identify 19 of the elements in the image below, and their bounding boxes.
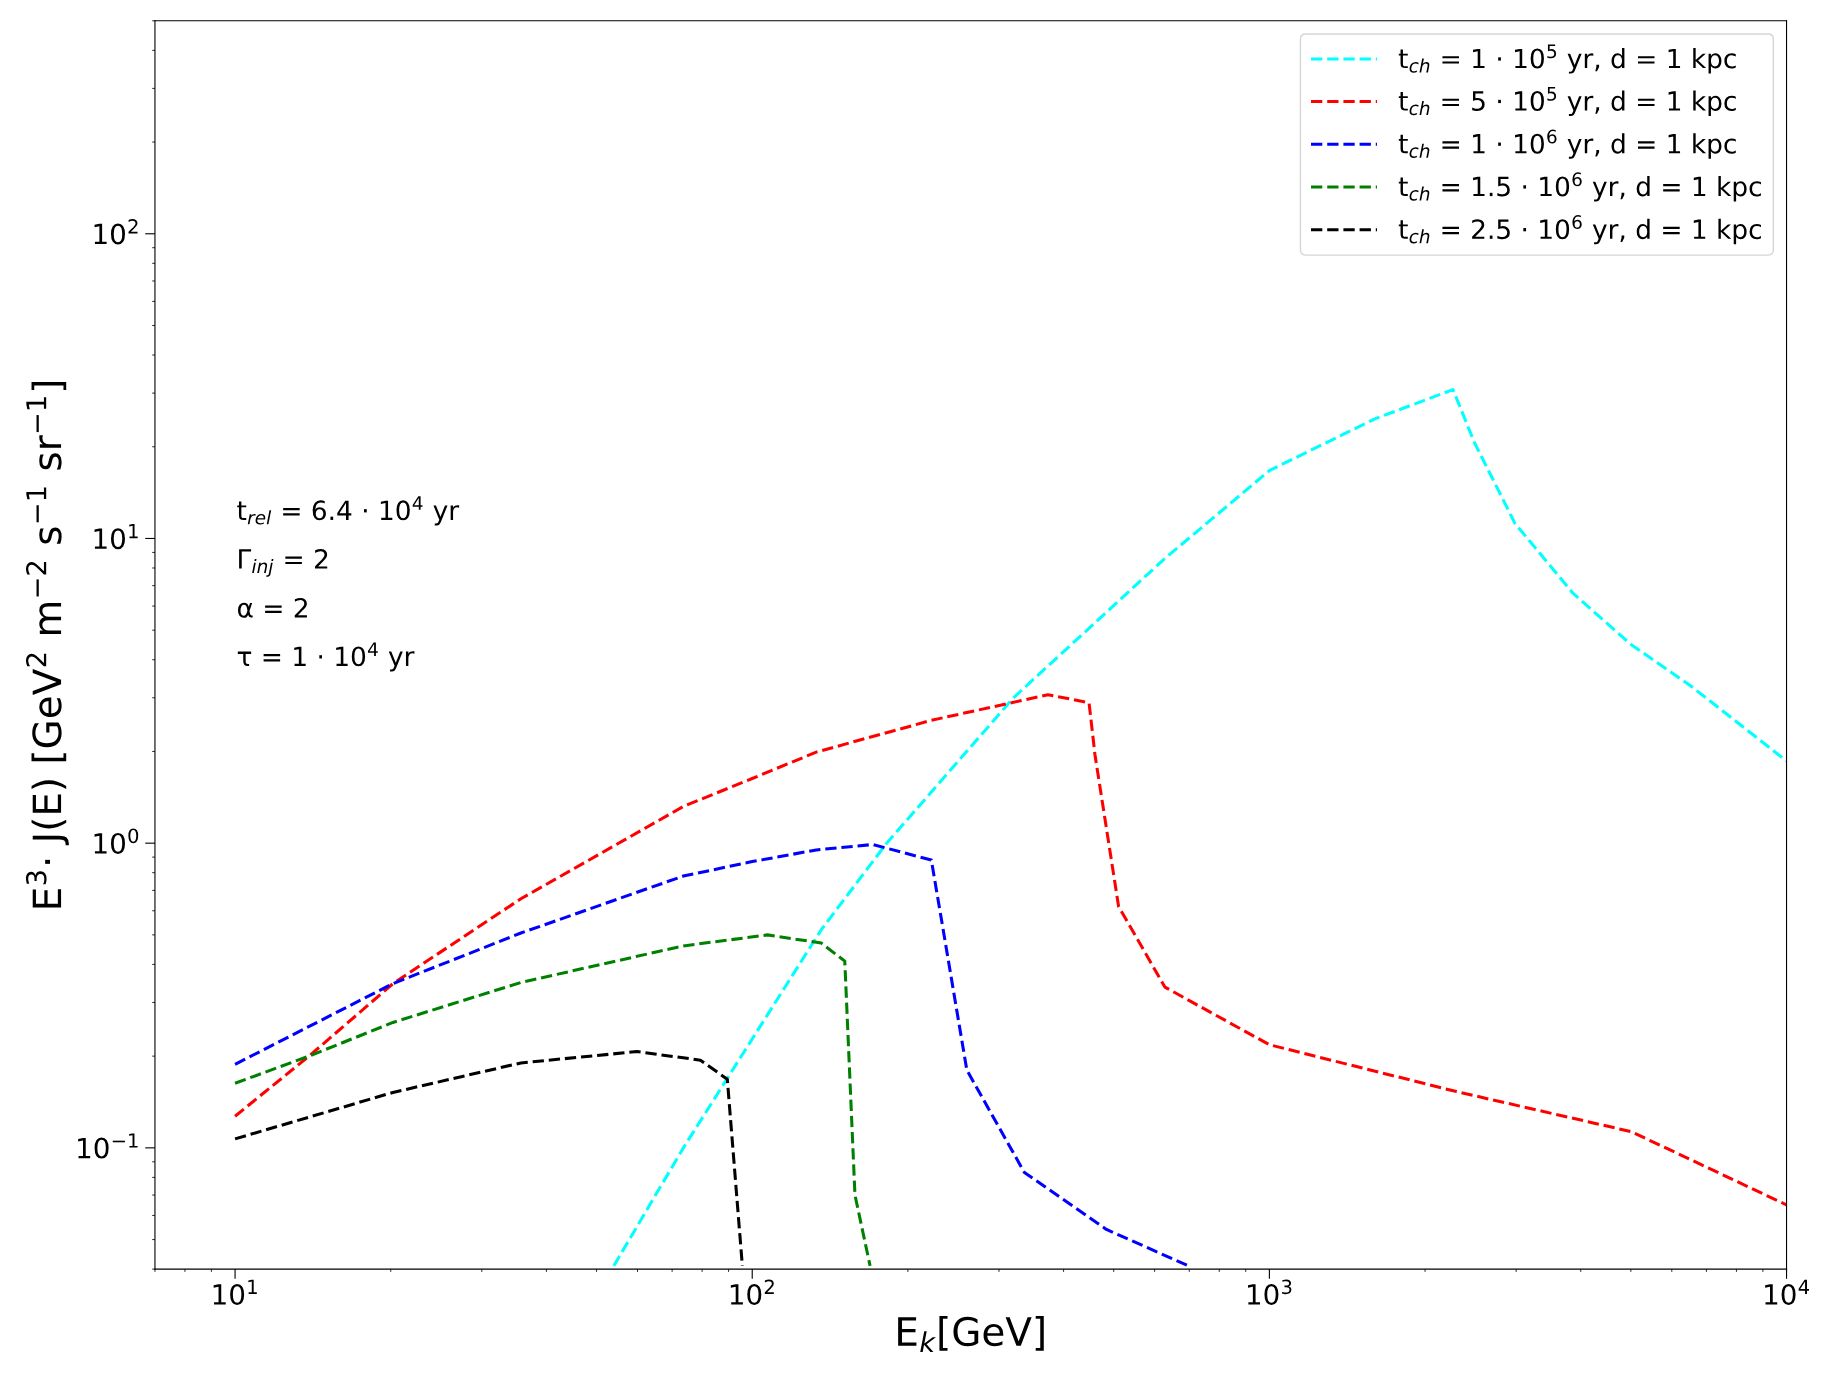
annotation: t$_{rel}$ = 6.4 · 10$^{4}$ yr — [237, 496, 460, 526]
y-tick-label: 10$^{0}$ — [94, 828, 139, 854]
y-tick-label: 10$^{1}$ — [94, 524, 138, 550]
legend-label: t$_{ch}$ = 1 · 10$^{6}$ yr, d = 1 kpc — [1398, 129, 1736, 159]
legend-label: t$_{ch}$ = 2.5 · 10$^{6}$ yr, d = 1 kpc — [1398, 215, 1761, 245]
legend-label: t$_{ch}$ = 5 · 10$^{5}$ yr, d = 1 kpc — [1398, 87, 1736, 117]
y-tick-label: 10$^{−1}$ — [78, 1133, 138, 1159]
text: E$^{3}$· J(E) [GeV$^{2}$ m$^{−2}$ s$^{−1}$ sr$^{−1}$] — [25, 381, 69, 908]
annotation: τ = 1 · 10$^{4}$ yr — [237, 642, 415, 672]
annotation: α = 2 — [237, 597, 307, 618]
legend-label: t$_{ch}$ = 1.5 · 10$^{6}$ yr, d = 1 kpc — [1398, 172, 1761, 202]
x-axis-title: E$_{k}$[GeV] — [898, 1316, 1044, 1353]
legend-label: t$_{ch}$ = 1 · 10$^{5}$ yr, d = 1 kpc — [1398, 44, 1736, 74]
x-tick-label: 10$^{2}$ — [730, 1279, 774, 1305]
annotation: Γ$_{inj}$ = 2 — [239, 549, 328, 577]
x-tick-label: 10$^{3}$ — [1247, 1279, 1292, 1305]
y-tick-label: 10$^{2}$ — [94, 219, 138, 245]
x-tick-label: 10$^{4}$ — [1765, 1279, 1809, 1305]
x-tick-label: 10$^{1}$ — [213, 1279, 257, 1305]
